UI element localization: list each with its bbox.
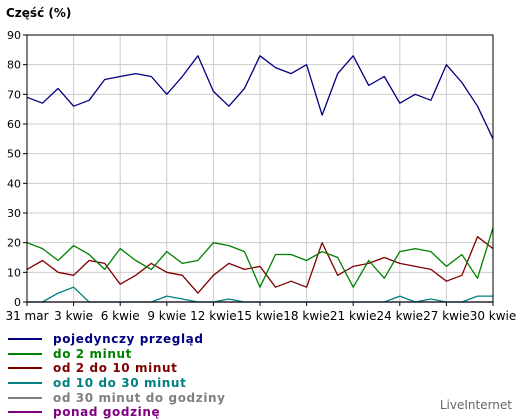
legend-label: ponad godzinę [53, 405, 161, 420]
x-tick-label: 31 mar [5, 309, 48, 323]
legend-item-do-2-minut: do 2 minut [8, 347, 226, 362]
x-tick-label: 12 kwie [190, 309, 237, 323]
y-tick-label: 0 [14, 296, 21, 309]
plot-frame [26, 34, 494, 303]
x-tick-label: 18 kwie [283, 309, 330, 323]
series-line [26, 55, 494, 140]
legend-item-2-10-minut: od 2 do 10 minut [8, 361, 226, 376]
y-axis-ticks: 0 10 20 30 40 50 60 70 80 90 [7, 29, 27, 309]
series-line [26, 236, 494, 294]
legend-item-30-minut-godzina: od 30 minut do godziny [8, 390, 226, 405]
brand-label: LiveInternet [439, 398, 512, 412]
legend-label: od 10 do 30 minut [53, 376, 187, 391]
x-tick-label: 24 kwie [377, 309, 424, 323]
series-line [26, 227, 494, 288]
legend: pojedynczy przegląd do 2 minut od 2 do 1… [8, 332, 226, 420]
legend-swatch [8, 396, 42, 399]
y-axis-label: Część (%) [6, 6, 71, 20]
legend-label: od 2 do 10 minut [53, 361, 178, 376]
y-tick-label: 90 [7, 29, 21, 42]
x-tick-label: 3 kwie [54, 309, 93, 323]
x-axis-ticks: 31 mar 3 kwie 6 kwie 9 kwie 12 kwie 15 kwie 18… [5, 302, 516, 323]
legend-label: od 30 minut do godziny [53, 390, 226, 405]
y-tick-label: 20 [7, 237, 21, 250]
y-tick-label: 50 [7, 148, 21, 161]
x-tick-label: 6 kwie [101, 309, 140, 323]
y-tick-label: 40 [7, 177, 21, 190]
legend-item-10-30-minut: od 10 do 30 minut [8, 376, 226, 391]
y-tick-label: 60 [7, 118, 21, 131]
y-tick-label: 10 [7, 266, 21, 279]
x-tick-label: 15 kwie [237, 309, 284, 323]
x-tick-label: 27 kwie [423, 309, 470, 323]
y-tick-label: 80 [7, 59, 21, 72]
legend-label: pojedynczy przegląd [53, 332, 204, 347]
x-tick-label: 9 kwie [147, 309, 186, 323]
x-tick-label: 21 kwie [330, 309, 377, 323]
legend-item-ponad-godzine: ponad godzinę [8, 405, 226, 420]
legend-item-pojedynczy: pojedynczy przegląd [8, 332, 226, 347]
legend-swatch [8, 382, 42, 385]
legend-swatch [8, 338, 42, 341]
grid-lines [27, 35, 493, 302]
legend-label: do 2 minut [53, 346, 132, 361]
legend-swatch [8, 411, 42, 414]
legend-swatch [8, 367, 42, 370]
x-tick-label: 30 kwie [470, 309, 517, 323]
legend-swatch [8, 352, 42, 355]
y-tick-label: 70 [7, 88, 21, 101]
y-tick-label: 30 [7, 207, 21, 220]
